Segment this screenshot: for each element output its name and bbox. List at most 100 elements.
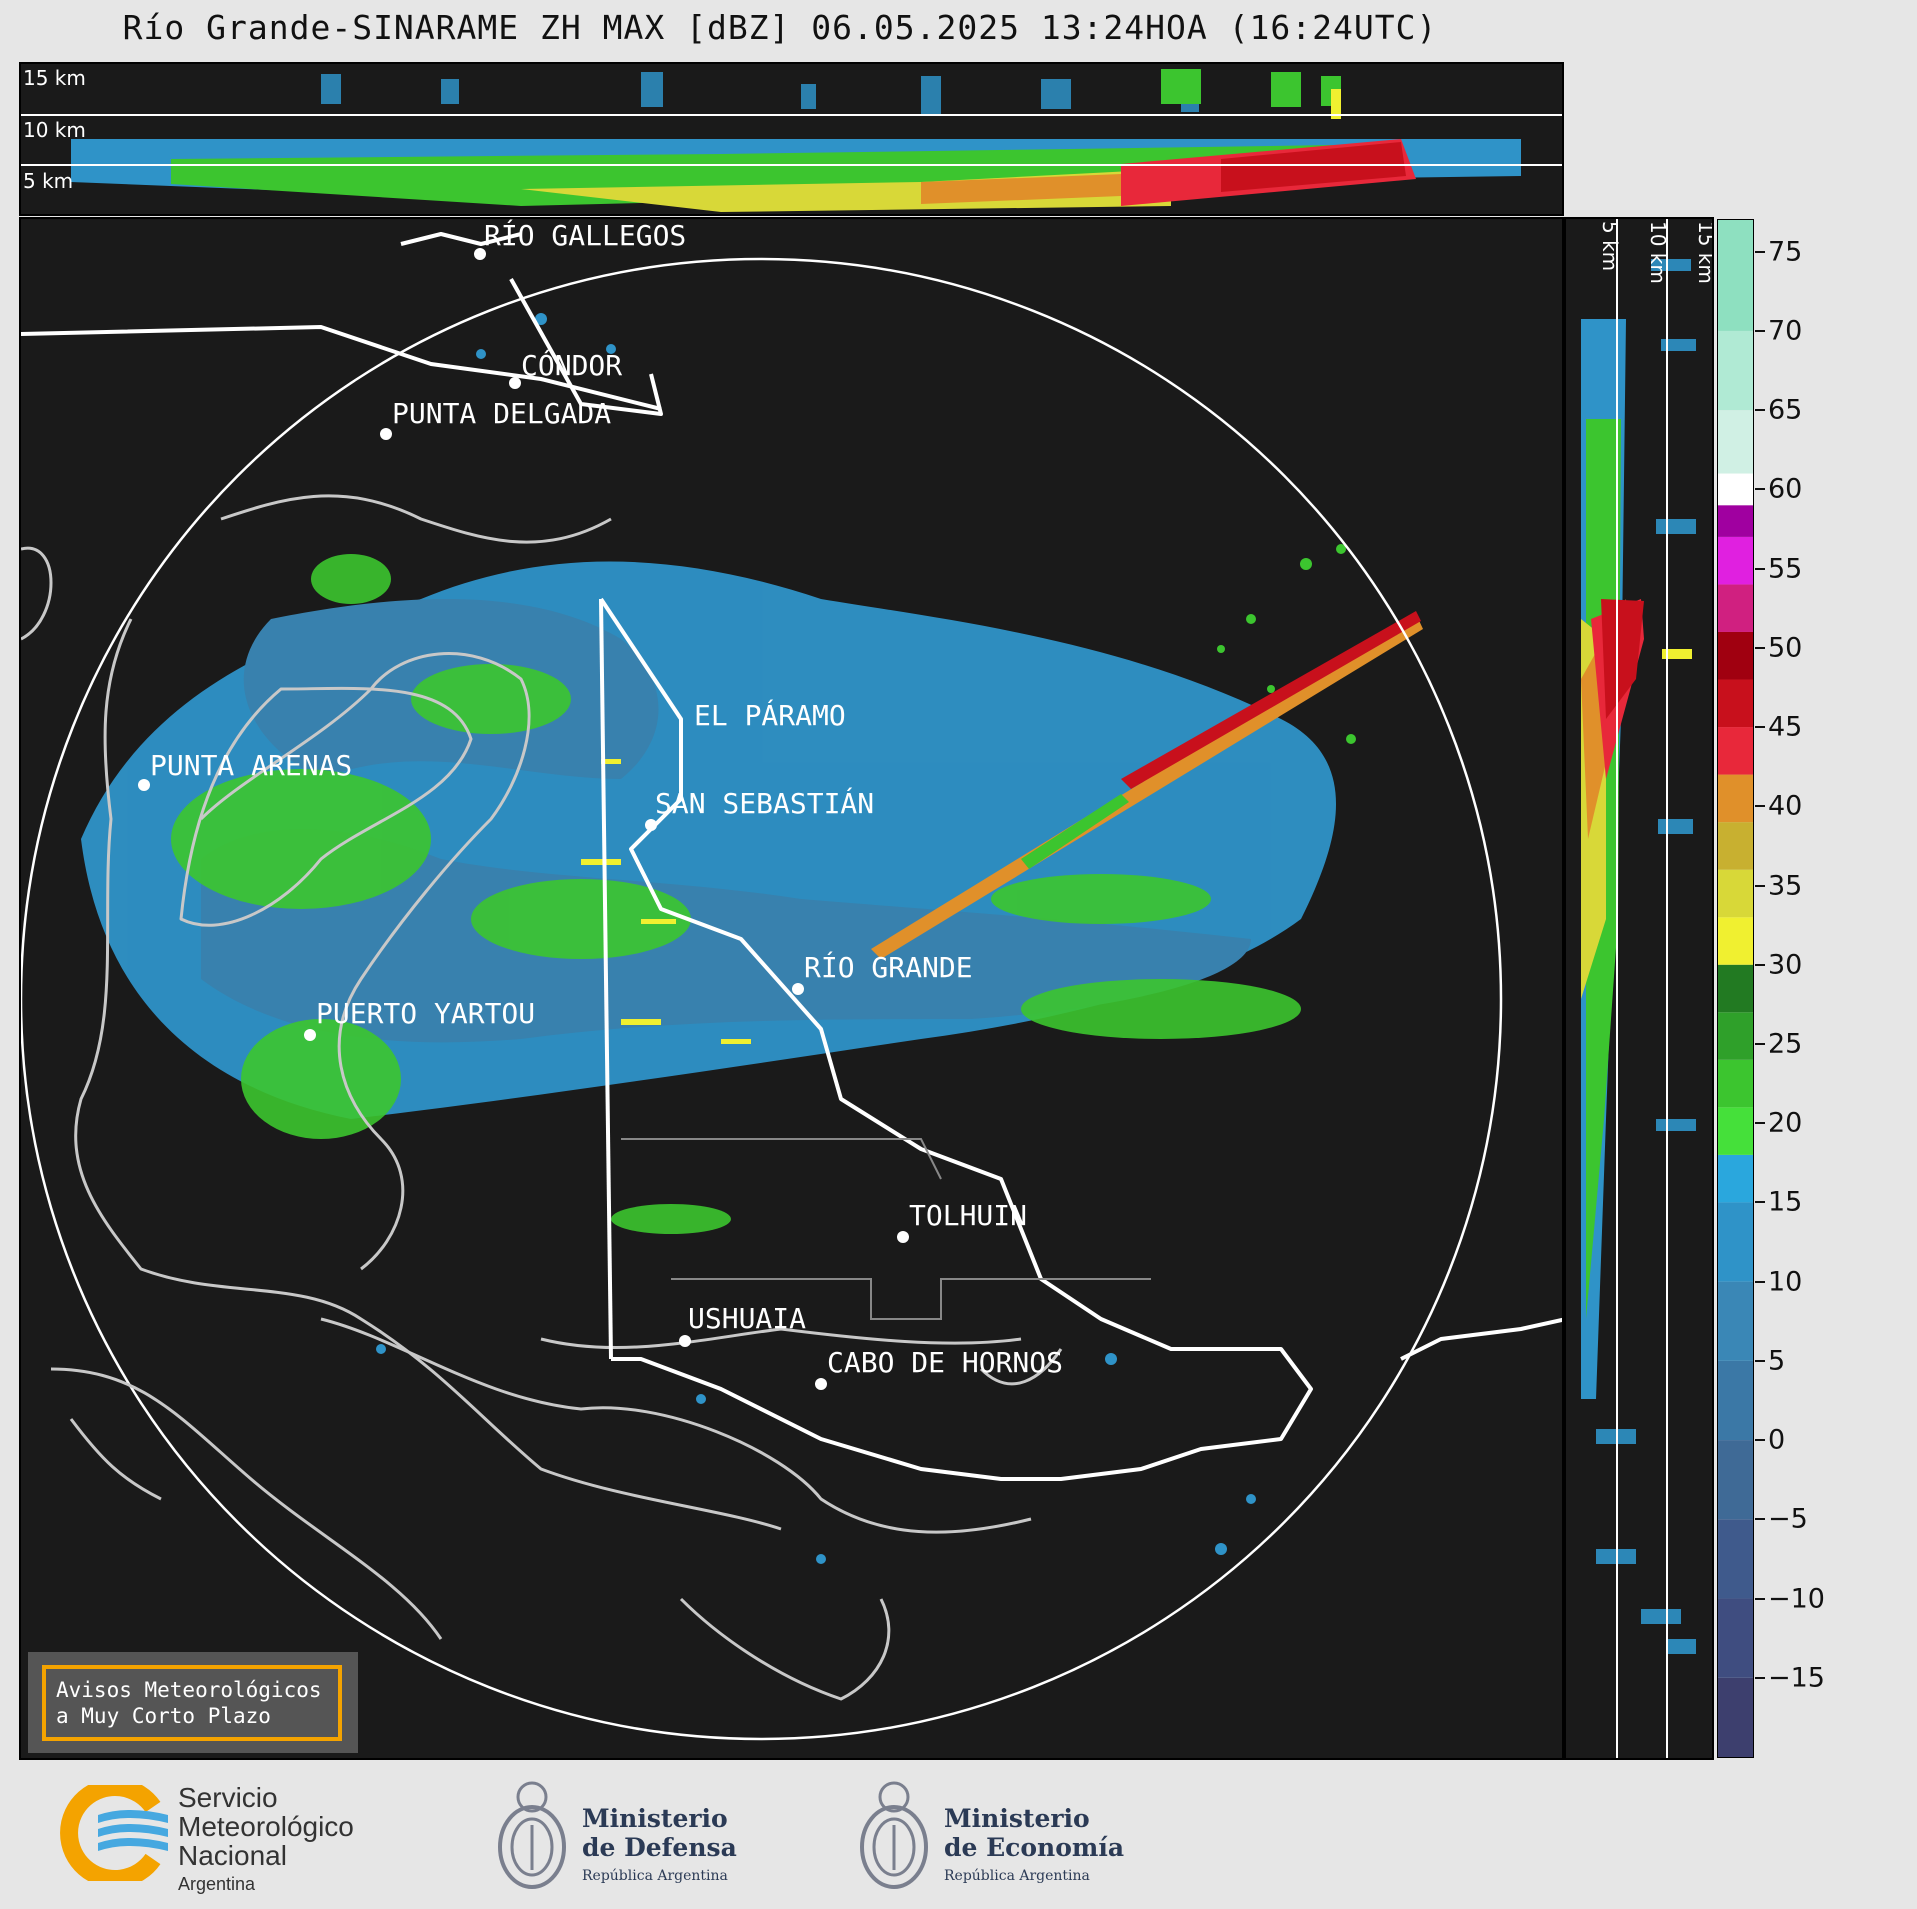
colorbar-band xyxy=(1718,1440,1753,1520)
blue-specks xyxy=(376,313,1256,1564)
city-dot-condor xyxy=(509,377,521,389)
side-km-label-10: 10 km xyxy=(1646,221,1670,284)
colorbar-tick xyxy=(1755,1359,1765,1362)
colorbar-tick-label: 45 xyxy=(1768,711,1803,743)
city-dot-san-sebastian xyxy=(645,819,657,831)
colorbar-tick xyxy=(1755,488,1765,491)
coat-of-arms-icon xyxy=(498,1781,566,1889)
range-ring xyxy=(21,257,1503,1741)
coat-of-arms-icon xyxy=(860,1781,928,1889)
colorbar-band xyxy=(1718,1059,1753,1108)
colorbar-tick-label: 20 xyxy=(1768,1107,1803,1139)
top-cross-section-plot xyxy=(21,69,1562,212)
smn-logo-line-3: Nacional xyxy=(178,1840,287,1871)
city-label-rio-gallegos: RÍO GALLEGOS xyxy=(484,219,687,252)
colorbar-tick xyxy=(1755,1280,1765,1283)
city-dot-punta-delgada xyxy=(380,428,392,440)
city-label-ushuaia: USHUAIA xyxy=(688,1302,807,1335)
colorbar-tick xyxy=(1755,1439,1765,1442)
city-label-tolhuin: TOLHUIN xyxy=(909,1199,1028,1232)
colorbar-tick-label: 30 xyxy=(1768,949,1803,981)
colorbar-tick xyxy=(1755,1518,1765,1521)
side-km-label-5: 5 km xyxy=(1598,221,1622,272)
borders xyxy=(21,232,1562,1481)
top-cross-section-panel: 15 km 10 km 5 km xyxy=(19,62,1564,216)
warning-line-2: a Muy Corto Plazo xyxy=(56,1704,271,1728)
city-label-condor: CÓNDOR xyxy=(521,349,623,382)
colorbar-band xyxy=(1718,1598,1753,1678)
economia-logo-line-3: República Argentina xyxy=(944,1868,1090,1884)
colorbar-band xyxy=(1718,1281,1753,1361)
colorbar-tick-label: 35 xyxy=(1768,870,1803,901)
smn-logo-icon xyxy=(60,1785,168,1881)
colorbar-band xyxy=(1718,774,1753,823)
colorbar-tick-label: 10 xyxy=(1768,1266,1803,1298)
colorbar-tick-label: 55 xyxy=(1768,553,1803,585)
economia-logo-line-2: de Economía xyxy=(944,1833,1125,1862)
colorbar-band xyxy=(1718,917,1753,965)
city-dot-punta-arenas xyxy=(138,779,150,791)
colorbar-band xyxy=(1718,220,1753,331)
colorbar-tick xyxy=(1755,1201,1765,1204)
city-label-san-sebastian: SAN SEBASTIÁN xyxy=(655,787,875,820)
colorbar-band xyxy=(1718,505,1753,537)
colorbar-tick xyxy=(1755,1042,1765,1045)
colorbar-tick-label: 15 xyxy=(1768,1186,1803,1218)
city-dot-rio-gallegos xyxy=(474,248,486,260)
colorbar-band xyxy=(1718,679,1753,728)
colorbar-band xyxy=(1718,410,1753,474)
green-echoes xyxy=(171,554,1301,1234)
colorbar-tick-label: 75 xyxy=(1768,236,1803,268)
colorbar-tick-label: −5 xyxy=(1768,1503,1808,1535)
colorbar-band xyxy=(1718,536,1753,585)
scattered-echoes xyxy=(1217,544,1356,744)
yellow-echoes xyxy=(581,759,751,1044)
colorbar-band xyxy=(1718,1154,1753,1203)
city-label-punta-delgada: PUNTA DELGADA xyxy=(392,397,612,430)
colorbar-band xyxy=(1718,869,1753,918)
colorbar-band xyxy=(1718,1012,1753,1060)
radar-map-panel: RÍO GALLEGOS CÓNDOR PUNTA DELGADA EL PÁR… xyxy=(19,217,1564,1760)
colorbar-tick xyxy=(1755,963,1765,966)
colorbar-tick-label: 70 xyxy=(1768,315,1803,347)
interference-ray xyxy=(871,611,1423,959)
colorbar-band xyxy=(1718,822,1753,870)
reflectivity-field xyxy=(81,561,1336,1119)
colorbar-swatches xyxy=(1718,220,1753,1757)
colorbar-tick-label: −15 xyxy=(1768,1662,1825,1694)
city-dot-ushuaia xyxy=(679,1335,691,1347)
radar-reflectivity-map xyxy=(21,232,1562,1741)
colorbar-tick xyxy=(1755,805,1765,808)
city-dot-rio-grande xyxy=(792,983,804,995)
colorbar-tick xyxy=(1755,726,1765,729)
dbz-colorbar xyxy=(1717,219,1754,1758)
defensa-logo-line-1: Ministerio xyxy=(582,1804,728,1833)
colorbar-tick xyxy=(1755,409,1765,412)
top-km-label-5: 5 km xyxy=(23,169,74,193)
warning-box[interactable]: Avisos Meteorológicos a Muy Corto Plazo xyxy=(28,1652,358,1753)
colorbar-band xyxy=(1718,1677,1753,1757)
city-label-rio-grande: RÍO GRANDE xyxy=(804,951,973,984)
coastlines xyxy=(21,494,1063,1701)
page-title: Río Grande-SINARAME ZH MAX [dBZ] 06.05.2… xyxy=(122,8,1438,47)
colorbar-band xyxy=(1718,584,1753,632)
side-cross-section-plot xyxy=(1581,219,1696,1758)
side-km-label-15: 15 km xyxy=(1694,221,1714,284)
colorbar-tick-label: 0 xyxy=(1768,1424,1786,1456)
colorbar-tick-label: 60 xyxy=(1768,473,1803,505)
city-label-cabo-de-hornos: CABO DE HORNOS xyxy=(827,1346,1064,1379)
colorbar-tick xyxy=(1755,1122,1765,1125)
city-dot-puerto-yartou xyxy=(304,1029,316,1041)
side-cross-section-panel: 5 km 10 km 15 km xyxy=(1564,217,1714,1760)
colorbar-band xyxy=(1718,473,1753,506)
colorbar-band xyxy=(1718,631,1753,680)
colorbar-tick xyxy=(1755,1597,1765,1600)
colorbar-band xyxy=(1718,1107,1753,1155)
city-label-el-paramo: EL PÁRAMO xyxy=(694,699,846,732)
province-border xyxy=(621,1138,1151,1320)
colorbar-band xyxy=(1718,330,1753,411)
colorbar-tick xyxy=(1755,329,1765,332)
colorbar-band xyxy=(1718,727,1753,775)
top-km-label-15: 15 km xyxy=(23,66,86,90)
colorbar-band xyxy=(1718,1202,1753,1282)
